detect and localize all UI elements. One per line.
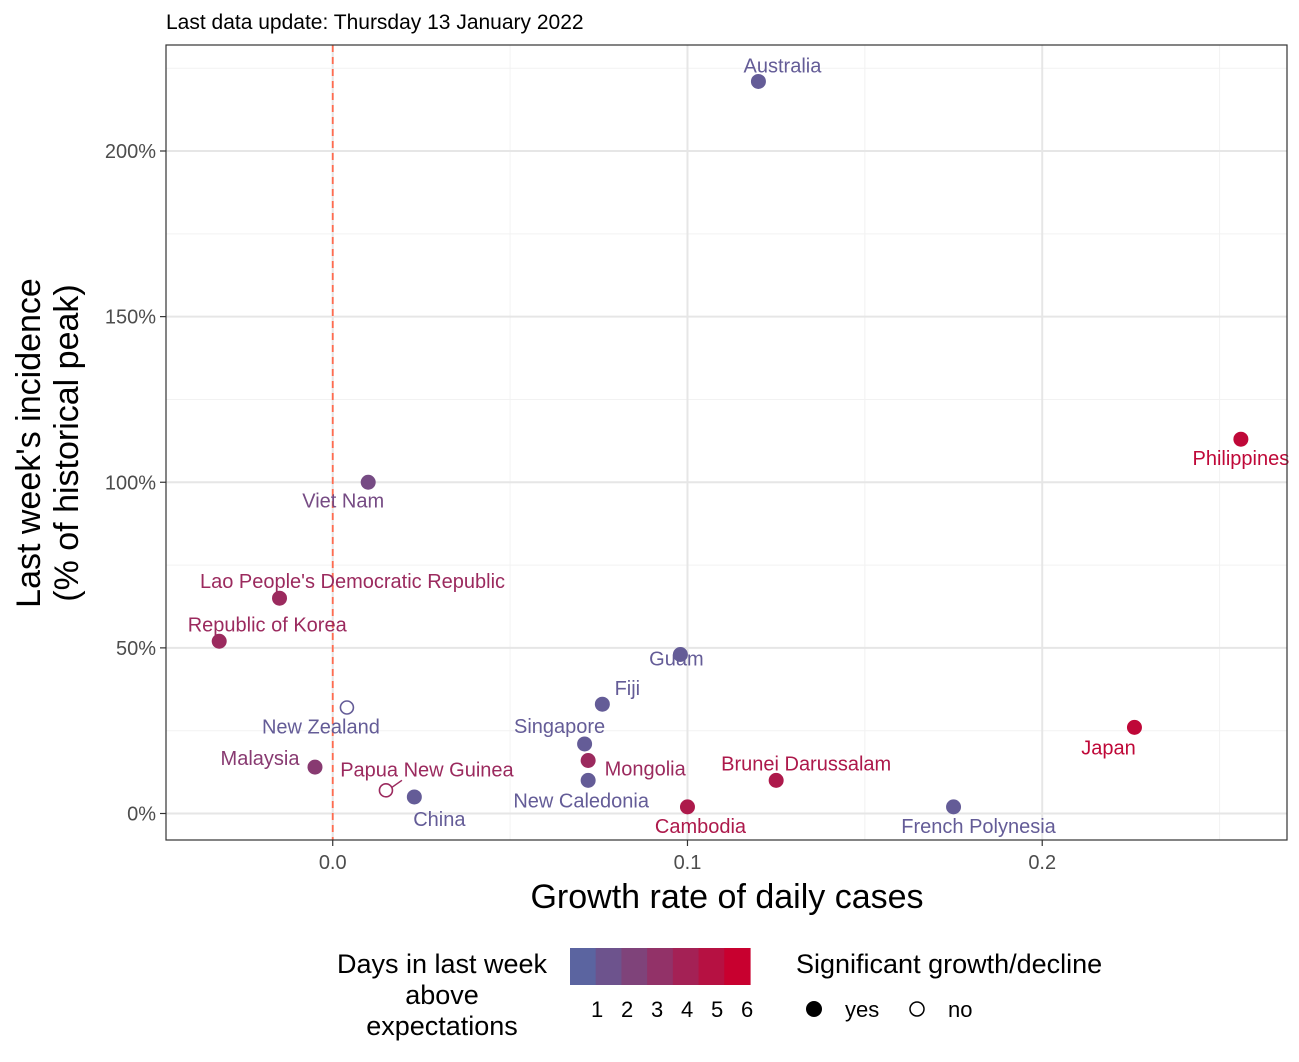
y-axis-title-line-2: (% of historical peak) [48, 284, 86, 601]
point-cambodia [679, 799, 695, 815]
color-legend-title: Days in last week above expectations [337, 949, 548, 1041]
label-new-caledonia: New Caledonia [513, 790, 650, 812]
color-legend-label: 1 [591, 997, 603, 1022]
shape-legend-title: Significant growth/decline [796, 949, 1102, 979]
label-french-polynesia: French Polynesia [901, 816, 1056, 838]
color-legend-swatch [595, 948, 623, 985]
point-new-zealand [339, 700, 355, 715]
label-japan: Japan [1081, 737, 1136, 759]
point-lao-people-s-democratic-republic [272, 590, 288, 606]
y-axis-title: Last week's incidence (% of historical p… [10, 278, 86, 608]
color-legend-swatch [570, 948, 597, 985]
color-legend-label: 3 [651, 997, 663, 1022]
color-legend-swatch [698, 948, 725, 985]
leader-line-papua-new-guinea [391, 779, 403, 788]
point-labels: Australia Philippines Viet Nam Lao People's… [188, 55, 1290, 837]
label-malaysia: Malaysia [221, 748, 301, 770]
shape-legend-label-no: no [948, 997, 972, 1022]
label-republic-of-korea: Republic of Korea [188, 614, 348, 636]
point-japan [1126, 719, 1142, 735]
point-malaysia [307, 759, 323, 775]
color-legend-label: 5 [711, 997, 723, 1022]
point-philippines [1233, 431, 1249, 447]
minor-gridlines [166, 45, 1287, 840]
x-tick-label: 0.1 [674, 852, 702, 874]
x-tick-label: 0.2 [1028, 852, 1056, 874]
plot-panel: Australia Philippines Viet Nam Lao People's… [165, 44, 1290, 841]
label-philippines: Philippines [1193, 448, 1290, 470]
y-tick-label: 200% [105, 141, 156, 163]
label-new-zealand: New Zealand [262, 717, 380, 739]
label-lao-people-s-democratic-republic: Lao People's Democratic Republic [200, 571, 505, 593]
color-legend-swatch [647, 948, 674, 985]
color-legend-bar [570, 948, 751, 985]
color-legend-title-line-1: Days in last week [337, 949, 548, 979]
point-brunei-darussalam [768, 772, 784, 788]
y-tick-label: 150% [105, 307, 156, 329]
point-mongolia [580, 753, 596, 768]
data-points [211, 73, 1249, 815]
y-tick-label: 100% [105, 472, 156, 494]
y-axis: 0% 50% 100% 150% 200% [105, 141, 166, 826]
y-tick-label: 50% [116, 638, 156, 660]
point-french-polynesia [946, 799, 962, 815]
point-guam [672, 647, 688, 662]
color-legend-label: 6 [741, 997, 753, 1022]
label-singapore: Singapore [514, 716, 605, 738]
label-papua-new-guinea: Papua New Guinea [340, 759, 514, 781]
color-legend-swatch [621, 948, 648, 985]
color-legend-label: 4 [681, 997, 693, 1022]
y-axis-title-line-1: Last week's incidence [10, 278, 48, 608]
color-legend-label: 2 [621, 997, 633, 1022]
label-cambodia: Cambodia [655, 816, 747, 838]
x-axis-title: Growth rate of daily cases [530, 878, 923, 916]
chart-subtitle: Last data update: Thursday 13 January 20… [166, 11, 584, 34]
label-brunei-darussalam: Brunei Darussalam [721, 753, 891, 775]
x-axis: 0.0 0.1 0.2 [319, 840, 1056, 874]
panel-border [165, 44, 1288, 841]
shape-legend-items: yes no [806, 997, 972, 1022]
label-mongolia: Mongolia [605, 759, 687, 781]
point-singapore [577, 736, 593, 752]
color-legend-swatch [724, 948, 751, 985]
shape-legend-label-yes: yes [845, 997, 879, 1022]
point-fiji [594, 696, 610, 712]
color-legend-swatch [672, 948, 700, 985]
label-china: China [413, 809, 466, 831]
color-legend-title-line-2: above [405, 980, 479, 1010]
label-viet-nam: Viet Nam [302, 490, 384, 512]
color-legend-title-line-3: expectations [366, 1011, 518, 1041]
label-fiji: Fiji [615, 678, 641, 700]
point-australia [750, 73, 766, 89]
x-tick-label: 0.0 [319, 852, 347, 874]
label-australia: Australia [744, 55, 823, 77]
point-viet-nam [360, 474, 376, 490]
shape-legend-symbol-yes [806, 1001, 822, 1017]
point-republic-of-korea [211, 633, 227, 649]
point-papua-new-guinea [378, 783, 394, 798]
y-tick-label: 0% [127, 804, 156, 826]
point-new-caledonia [580, 772, 596, 788]
point-china [406, 789, 422, 805]
shape-legend-symbol-no [909, 1001, 925, 1017]
label-guam: Guam [649, 649, 703, 671]
